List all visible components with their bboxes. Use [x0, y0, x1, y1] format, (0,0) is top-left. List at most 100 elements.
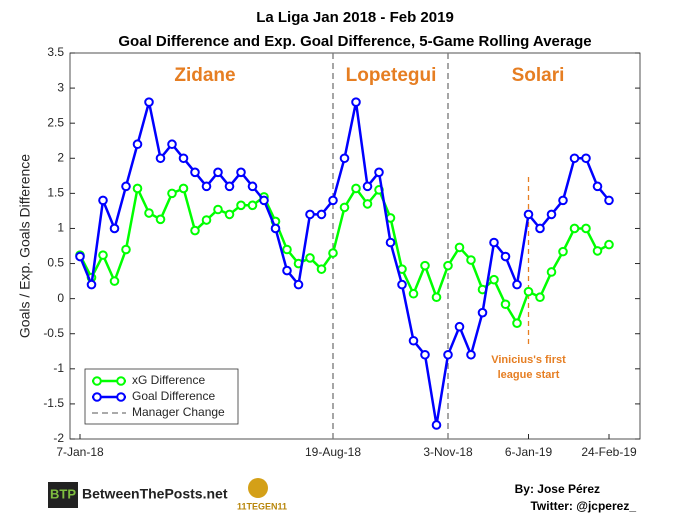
point: [431, 292, 442, 303]
point: [546, 209, 557, 220]
legend-label: xG Difference: [132, 373, 205, 387]
point: [132, 139, 143, 150]
chart-title: La Liga Jan 2018 - Feb 2019: [256, 9, 454, 26]
point: [523, 286, 534, 297]
point: [109, 276, 120, 286]
point: [477, 307, 488, 318]
point: [604, 239, 614, 250]
point: [489, 237, 499, 248]
point: [489, 274, 499, 285]
point: [420, 260, 430, 271]
point: [558, 195, 568, 206]
point: [397, 279, 407, 290]
point: [236, 167, 246, 178]
point: [512, 279, 522, 290]
point: [466, 349, 476, 360]
author: By: Jose Pérez: [515, 482, 600, 496]
logo-mark: BTP: [50, 486, 76, 501]
legend-marker: [92, 376, 102, 386]
point: [443, 349, 453, 360]
y-axis-label: Goals / Exp. Goals Difference: [17, 154, 33, 338]
point: [454, 321, 465, 332]
point: [293, 279, 304, 290]
point: [121, 244, 131, 255]
manager-label: Zidane: [174, 65, 235, 86]
y-tick-label: 2.5: [47, 115, 64, 129]
point: [282, 244, 292, 255]
y-tick-label: 3.5: [47, 45, 64, 59]
point: [259, 195, 269, 206]
y-tick-label: -1: [53, 361, 64, 375]
point: [466, 255, 476, 265]
point: [201, 215, 212, 225]
point: [247, 181, 258, 192]
point: [328, 248, 338, 258]
logo-text: BetweenThePosts.net: [82, 486, 228, 502]
point: [132, 183, 143, 194]
point: [546, 267, 557, 277]
point: [98, 250, 108, 260]
point: [535, 223, 545, 234]
point: [431, 420, 442, 430]
point: [316, 264, 327, 274]
point: [121, 181, 131, 192]
point: [167, 188, 177, 199]
point: [500, 251, 511, 262]
point: [86, 279, 97, 290]
chart-subtitle: Goal Difference and Exp. Goal Difference…: [118, 33, 591, 50]
point: [443, 260, 453, 271]
point: [385, 237, 396, 248]
point: [408, 335, 419, 346]
twitter: Twitter: @jcperez_: [530, 499, 636, 513]
x-tick-label: 19-Aug-18: [305, 445, 361, 459]
point: [535, 292, 545, 303]
x-tick-label: 24-Feb-19: [581, 445, 637, 459]
point: [420, 349, 430, 360]
point: [569, 223, 580, 234]
point: [592, 246, 603, 256]
point: [362, 181, 373, 192]
point: [351, 183, 361, 194]
point: [523, 209, 534, 220]
point: [581, 223, 591, 234]
logo-badge: [48, 482, 78, 508]
manager-label: Solari: [512, 65, 565, 86]
legend-marker: [116, 392, 126, 402]
point: [247, 200, 258, 211]
logo2-text: 11TEGEN11: [237, 501, 287, 511]
point: [201, 181, 212, 192]
point: [604, 195, 614, 206]
point: [155, 153, 166, 164]
point: [558, 246, 568, 257]
point: [328, 195, 338, 206]
point: [155, 214, 166, 225]
point: [190, 167, 200, 178]
point: [316, 209, 327, 220]
point: [213, 167, 223, 178]
annotation-text: Vinicius's first: [491, 354, 566, 366]
legend-marker: [116, 376, 126, 386]
x-tick-label: 7-Jan-18: [56, 445, 104, 459]
point: [500, 299, 511, 310]
point: [351, 97, 361, 107]
point: [167, 139, 177, 150]
point: [512, 318, 522, 329]
logo2-icon: [248, 478, 268, 498]
logo: BTP BetweenThePosts.net 11TEGEN11: [48, 478, 287, 511]
y-tick-label: 1.5: [47, 186, 64, 200]
point: [109, 223, 120, 234]
point: [454, 242, 465, 253]
point: [213, 204, 223, 215]
legend-label: Manager Change: [132, 405, 225, 419]
point: [144, 208, 154, 218]
point: [190, 225, 200, 236]
point: [178, 183, 189, 194]
point: [270, 223, 281, 234]
point: [224, 209, 235, 220]
point: [581, 153, 591, 164]
manager-label: Lopetegui: [346, 65, 437, 86]
x-tick-label: 3-Nov-18: [423, 445, 473, 459]
x-tick-label: 6-Jan-19: [505, 445, 553, 459]
y-tick-label: 0: [57, 291, 64, 305]
